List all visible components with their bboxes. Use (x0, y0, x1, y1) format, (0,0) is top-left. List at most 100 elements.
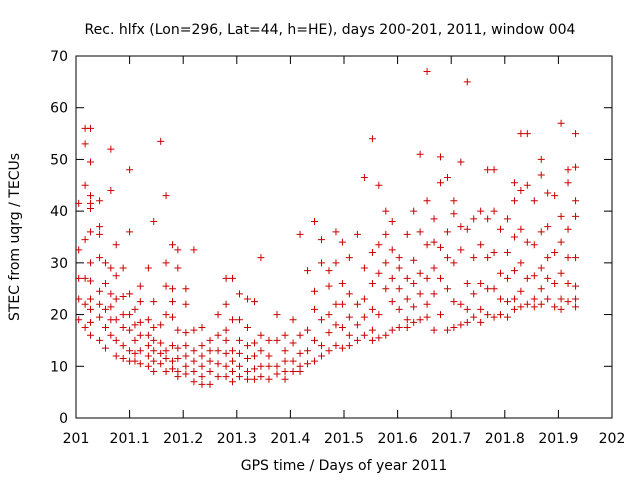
data-point (235, 336, 243, 344)
x-tick-label: 201.3 (217, 431, 257, 447)
data-point (517, 287, 525, 295)
data-point (317, 342, 325, 350)
data-point (345, 290, 353, 298)
data-point (395, 285, 403, 293)
y-axis-label: STEC from uqrg / TECUs (7, 153, 23, 321)
data-point (510, 233, 518, 241)
x-axis: 201 201.1 201.2 201.3 201.4 201.5 201.6 201.7 20… (63, 56, 626, 447)
data-point (375, 334, 383, 342)
data-point (423, 300, 431, 308)
data-point (182, 362, 190, 370)
data-point (96, 254, 104, 262)
data-point (443, 285, 451, 293)
data-point (410, 303, 418, 311)
data-point (544, 189, 552, 197)
data-point (131, 336, 139, 344)
data-point (150, 367, 158, 375)
data-point (395, 324, 403, 331)
data-point (436, 243, 444, 251)
data-point (523, 274, 531, 282)
data-point (136, 347, 144, 355)
data-point (96, 313, 104, 321)
data-point (311, 336, 319, 344)
data-point (436, 311, 444, 319)
data-point (463, 225, 471, 233)
data-point (174, 373, 182, 381)
data-point (107, 331, 115, 339)
data-point (564, 179, 572, 187)
data-point (530, 241, 538, 249)
data-point (368, 326, 376, 334)
data-point (101, 305, 109, 313)
data-point (198, 324, 206, 331)
data-point (206, 367, 214, 375)
data-point (304, 347, 312, 355)
data-point (450, 298, 458, 306)
data-point (81, 300, 89, 308)
data-point (332, 228, 340, 236)
data-point (311, 217, 319, 225)
data-point (551, 280, 559, 288)
data-point (150, 217, 158, 225)
data-point (410, 280, 418, 288)
data-point (144, 342, 152, 350)
y-tick-label: 30 (50, 256, 68, 272)
data-point (436, 179, 444, 187)
data-point (119, 264, 127, 272)
data-point (126, 166, 134, 174)
data-points (75, 68, 580, 388)
data-point (86, 277, 94, 285)
data-point (81, 181, 89, 189)
data-point (304, 326, 312, 334)
data-point (157, 137, 165, 145)
data-point (265, 375, 273, 383)
data-point (484, 311, 492, 319)
data-point (332, 342, 340, 350)
data-point (126, 326, 134, 334)
data-point (257, 331, 265, 339)
data-point (410, 318, 418, 326)
data-point (81, 140, 89, 148)
data-point (126, 290, 134, 298)
data-point (214, 373, 222, 381)
data-point (332, 259, 340, 267)
data-point (557, 238, 565, 246)
x-tick-label: 202 (599, 431, 626, 447)
data-point (403, 230, 411, 238)
data-point (131, 321, 139, 329)
data-point (353, 336, 361, 344)
y-tick-label: 0 (59, 411, 68, 427)
data-point (477, 318, 485, 326)
data-point (96, 230, 104, 238)
data-point (168, 313, 176, 321)
data-point (150, 298, 158, 306)
data-point (168, 298, 176, 306)
data-point (510, 267, 518, 275)
data-point (214, 360, 222, 368)
data-point (86, 305, 94, 313)
data-point (537, 300, 545, 308)
data-point (345, 331, 353, 339)
data-point (423, 241, 431, 249)
data-point (96, 287, 104, 295)
data-point (497, 269, 505, 277)
data-point (214, 311, 222, 319)
data-point (572, 163, 580, 171)
data-point (360, 313, 368, 321)
data-point (304, 360, 312, 368)
data-point (517, 259, 525, 267)
data-point (265, 352, 273, 360)
data-point (503, 274, 511, 282)
data-point (107, 264, 115, 272)
y-tick-label: 10 (50, 359, 68, 375)
data-point (136, 282, 144, 290)
data-point (81, 236, 89, 244)
data-point (257, 362, 265, 370)
data-point (182, 300, 190, 308)
data-point (168, 285, 176, 293)
data-point (112, 352, 120, 360)
data-point (126, 311, 134, 319)
data-point (572, 212, 580, 220)
data-point (388, 326, 396, 334)
